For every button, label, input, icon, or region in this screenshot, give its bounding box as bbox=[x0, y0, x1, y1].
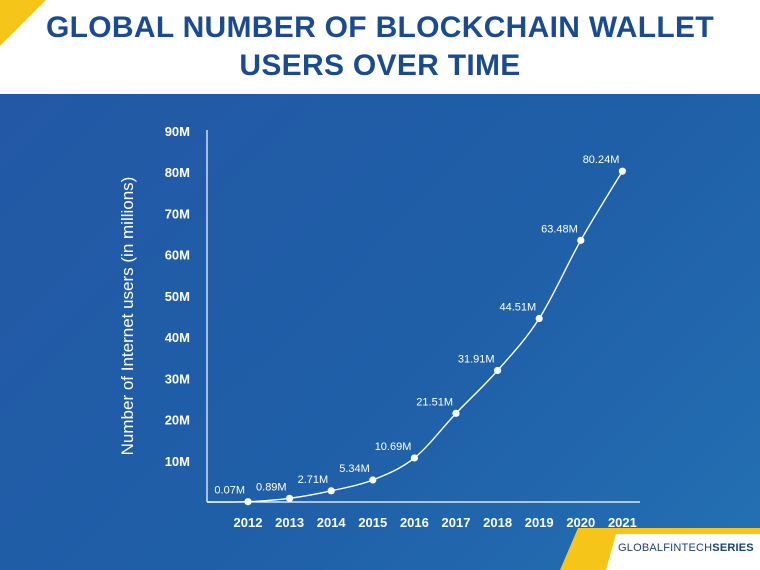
x-tick-label: 2021 bbox=[608, 515, 637, 530]
data-label: 63.48M bbox=[541, 223, 578, 235]
x-tick-label: 2020 bbox=[566, 515, 595, 530]
page-title: GLOBAL NUMBER OF BLOCKCHAIN WALLET USERS… bbox=[0, 0, 760, 94]
brand-box bbox=[606, 534, 760, 570]
x-tick-label: 2017 bbox=[442, 515, 471, 530]
data-label: 44.51M bbox=[499, 302, 536, 314]
title-line-2: USERS OVER TIME bbox=[239, 49, 521, 82]
x-tick-label: 2018 bbox=[483, 515, 512, 530]
y-axis-label: Number of Internet users (in millions) bbox=[118, 176, 137, 456]
x-axis-ticks: 2012 2013 2014 2015 2016 2017 2018 2019 2020 2021 bbox=[234, 515, 637, 530]
corner-accent-top-left bbox=[0, 0, 46, 46]
y-tick-label: 30M bbox=[165, 371, 190, 386]
data-point bbox=[577, 236, 585, 244]
chart-axes bbox=[206, 130, 640, 503]
data-point bbox=[535, 314, 543, 323]
y-tick-label: 50M bbox=[165, 289, 190, 304]
y-tick-label: 10M bbox=[165, 454, 190, 469]
y-tick-label: 90M bbox=[165, 124, 190, 139]
x-tick-label: 2015 bbox=[358, 515, 387, 530]
data-points bbox=[244, 167, 627, 506]
data-point bbox=[452, 409, 460, 417]
data-point bbox=[286, 494, 294, 502]
data-labels: 0.07M 0.89M 2.71M 5.34M 10.69M 21.51M 31.91M 44… bbox=[214, 154, 619, 496]
data-label: 0.89M bbox=[256, 481, 287, 493]
x-tick-label: 2019 bbox=[525, 515, 554, 530]
y-tick-label: 40M bbox=[165, 330, 190, 345]
data-label: 5.34M bbox=[339, 463, 370, 475]
brand-part-1: GLOBALFINTECH bbox=[618, 542, 713, 554]
series-line bbox=[206, 170, 623, 503]
data-point bbox=[618, 167, 627, 175]
y-tick-label: 70M bbox=[165, 206, 190, 221]
y-tick-label: 20M bbox=[165, 413, 190, 428]
data-label: 10.69M bbox=[375, 441, 412, 453]
data-point bbox=[327, 487, 335, 495]
data-label: 0.07M bbox=[214, 485, 245, 497]
title-line-1: GLOBAL NUMBER OF BLOCKCHAIN WALLET bbox=[46, 11, 714, 44]
data-label: 2.71M bbox=[298, 474, 329, 486]
data-point bbox=[244, 498, 252, 506]
data-label: 31.91M bbox=[458, 353, 495, 365]
y-tick-label: 80M bbox=[165, 165, 190, 180]
x-tick-label: 2014 bbox=[317, 515, 347, 530]
x-tick-label: 2012 bbox=[234, 515, 263, 530]
brand-part-2: SERIES bbox=[712, 542, 754, 554]
brand-logo: GLOBALFINTECHSERIES bbox=[618, 542, 758, 554]
chart-panel bbox=[0, 94, 760, 570]
data-point bbox=[494, 366, 502, 375]
data-point bbox=[410, 454, 418, 462]
y-axis-ticks: 10M 20M 30M 40M 50M 60M 70M 80M 90M bbox=[165, 124, 190, 469]
y-tick-label: 60M bbox=[165, 248, 190, 263]
x-tick-label: 2016 bbox=[400, 515, 429, 530]
data-point bbox=[369, 476, 377, 484]
x-tick-label: 2013 bbox=[275, 515, 304, 530]
data-label: 21.51M bbox=[416, 396, 453, 408]
data-label: 80.24M bbox=[583, 154, 620, 166]
